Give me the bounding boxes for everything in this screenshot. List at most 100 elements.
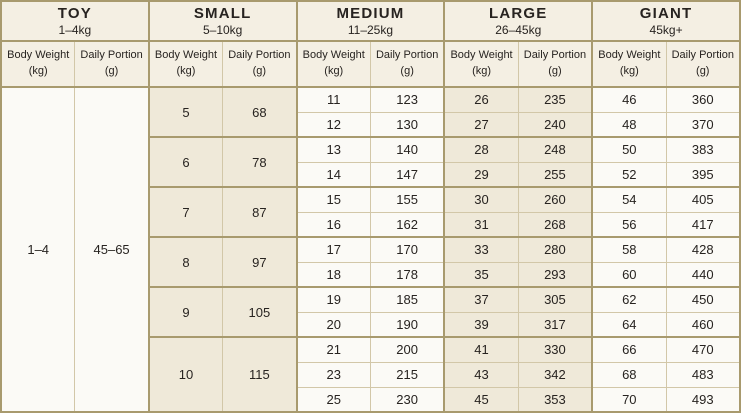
col-header-label: Body Weight [154, 49, 218, 62]
cell-small-weight: 7 [147, 186, 224, 238]
cell-small-portion: 87 [222, 186, 298, 238]
col-header-unit: (g) [400, 65, 414, 77]
cell-giant-weight: 48 [591, 111, 667, 138]
cell-medium-portion: 170 [369, 236, 445, 263]
cell-giant-weight: 64 [591, 311, 667, 338]
cell-large-portion: 268 [517, 211, 593, 238]
cell-small-portion: 68 [222, 86, 298, 138]
cell-giant-portion: 417 [665, 211, 741, 238]
col-header-unit: (kg) [176, 65, 196, 77]
cell-large-weight: 39 [443, 311, 519, 338]
col-header-large-weight: Body Weight (kg) [443, 40, 519, 88]
group-range-large: 26–45kg [495, 23, 542, 37]
cell-small-weight: 6 [147, 136, 224, 188]
col-header-unit: (kg) [28, 65, 48, 77]
cell-large-portion: 235 [517, 86, 593, 113]
col-header-medium-weight: Body Weight (kg) [295, 40, 371, 88]
cell-medium-weight: 21 [295, 336, 371, 363]
col-header-label: Body Weight [302, 49, 365, 62]
table-row: 9 105 19 185 37 305 62 450 [1, 286, 741, 338]
group-range-toy: 1–4kg [58, 23, 92, 37]
cell-medium-portion: 162 [369, 211, 445, 238]
group-header-large: LARGE 26–45kg [443, 0, 593, 42]
cell-large-weight: 43 [443, 361, 519, 388]
cell-medium-weight: 15 [295, 186, 371, 213]
group-title-small: SMALL [193, 5, 252, 22]
table-row: 1–4 45–65 5 68 11 123 26 235 46 360 [0, 86, 741, 413]
cell-toy-weight: 1–4 [0, 86, 76, 413]
cell-medium-weight: 19 [295, 286, 371, 313]
col-header-medium-portion: Daily Portion (g) [369, 40, 445, 88]
cell-medium-weight: 13 [295, 136, 371, 163]
table-row: 7 87 15 155 30 260 54 405 [1, 186, 741, 238]
cell-medium-portion: 190 [369, 311, 445, 338]
col-header-label: Body Weight [7, 49, 70, 62]
cell-toy-portion: 45–65 [74, 86, 150, 413]
feeding-table-head: TOY 1–4kg SMALL 5–10kg MEDIUM 11–25kg LARGE 26–… [0, 0, 741, 88]
group-range-giant: 45kg+ [649, 23, 683, 37]
cell-medium-weight: 16 [295, 211, 371, 238]
cell-large-portion: 342 [517, 361, 593, 388]
cell-giant-portion: 460 [665, 311, 741, 338]
cell-giant-weight: 66 [591, 336, 667, 363]
cell-medium-weight: 20 [295, 311, 371, 338]
cell-small-portion: 78 [222, 136, 298, 188]
col-header-label: Daily Portion [80, 49, 143, 62]
cell-large-portion: 240 [517, 111, 593, 138]
col-header-small-portion: Daily Portion (g) [222, 40, 298, 88]
table-row: 25 230 45 353 70 493 [1, 386, 741, 413]
cell-large-weight: 35 [443, 261, 519, 288]
cell-medium-portion: 200 [369, 336, 445, 363]
cell-medium-portion: 147 [369, 161, 445, 188]
col-header-label: Daily Portion [375, 49, 439, 62]
col-header-unit: (g) [548, 65, 562, 77]
cell-large-portion: 317 [517, 311, 593, 338]
cell-small-portion: 115 [222, 336, 298, 413]
group-title-giant: GIANT [639, 5, 693, 22]
cell-giant-portion: 470 [665, 336, 741, 363]
cell-giant-weight: 62 [591, 286, 667, 313]
cell-giant-portion: 440 [665, 261, 741, 288]
cell-medium-portion: 130 [369, 111, 445, 138]
cell-large-portion: 255 [517, 161, 593, 188]
table-row: 10 115 21 200 41 330 66 470 [1, 336, 741, 413]
cell-giant-weight: 50 [591, 136, 667, 163]
col-header-unit: (kg) [324, 65, 344, 77]
group-header-small: SMALL 5–10kg [147, 0, 298, 42]
cell-medium-portion: 178 [369, 261, 445, 288]
cell-giant-portion: 360 [665, 86, 741, 113]
cell-large-weight: 41 [443, 336, 519, 363]
cell-medium-portion: 230 [369, 386, 445, 413]
cell-medium-weight: 14 [295, 161, 371, 188]
col-header-giant-weight: Body Weight (kg) [591, 40, 667, 88]
col-header-giant-portion: Daily Portion (g) [665, 40, 741, 88]
table-row: 20 190 39 317 64 460 [1, 311, 741, 338]
col-header-toy-weight: Body Weight (kg) [0, 40, 76, 88]
cell-large-weight: 30 [443, 186, 519, 213]
cell-large-portion: 293 [517, 261, 593, 288]
cell-giant-portion: 405 [665, 186, 741, 213]
cell-large-weight: 29 [443, 161, 519, 188]
cell-medium-portion: 123 [369, 86, 445, 113]
col-header-unit: (g) [696, 65, 710, 77]
cell-small-weight: 8 [147, 236, 224, 288]
col-header-unit: (g) [104, 65, 119, 77]
cell-giant-weight: 52 [591, 161, 667, 188]
col-header-label: Daily Portion [523, 49, 587, 62]
cell-large-weight: 28 [443, 136, 519, 163]
cell-medium-weight: 17 [295, 236, 371, 263]
cell-large-weight: 26 [443, 86, 519, 113]
col-header-unit: (g) [252, 65, 267, 77]
cell-large-portion: 280 [517, 236, 593, 263]
group-title-toy: TOY [57, 5, 92, 22]
col-header-toy-portion: Daily Portion (g) [74, 40, 150, 88]
cell-giant-weight: 54 [591, 186, 667, 213]
cell-giant-portion: 395 [665, 161, 741, 188]
col-header-label: Body Weight [598, 49, 661, 62]
cell-giant-weight: 70 [591, 386, 667, 413]
cell-small-portion: 97 [222, 236, 298, 288]
cell-giant-portion: 428 [665, 236, 741, 263]
col-header-label: Daily Portion [228, 49, 291, 62]
group-range-small: 5–10kg [202, 23, 243, 37]
cell-medium-portion: 140 [369, 136, 445, 163]
